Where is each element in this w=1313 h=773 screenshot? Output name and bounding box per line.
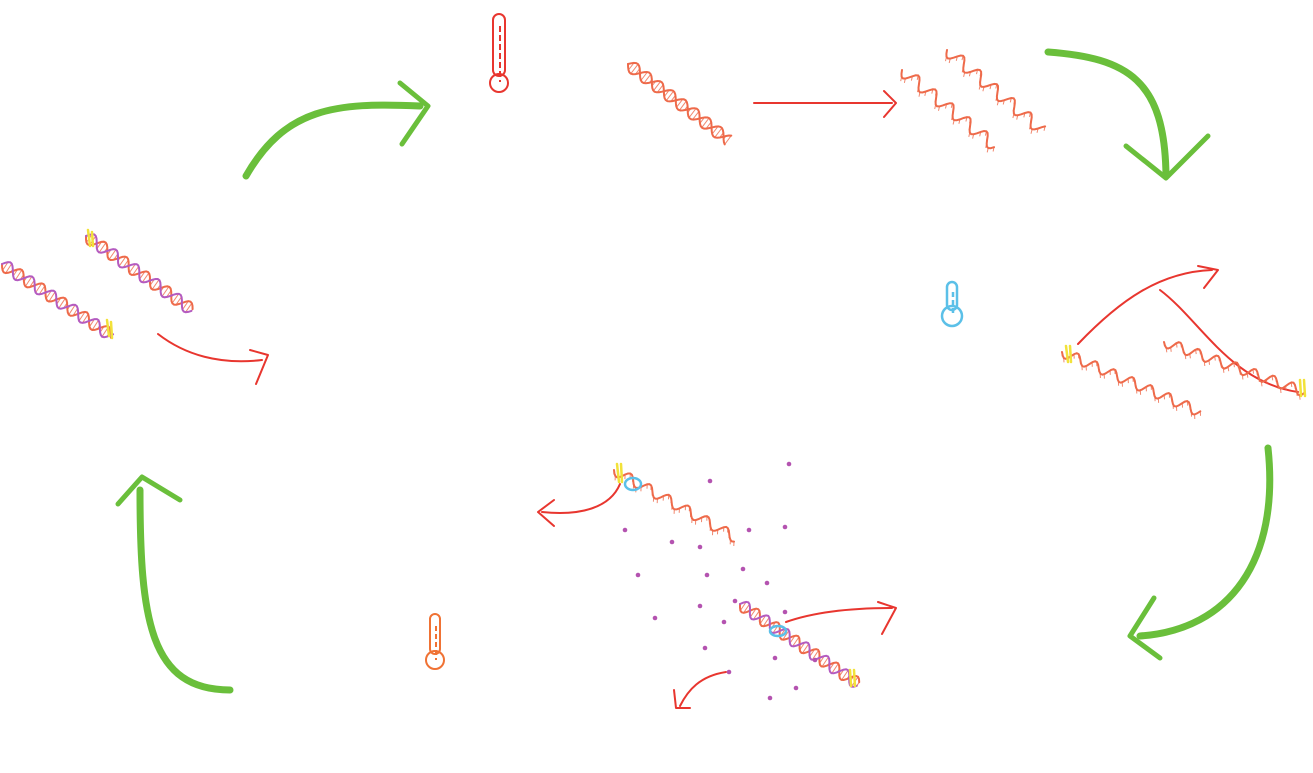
thermometer-hot-icon bbox=[489, 13, 509, 93]
step-arrow-extend-top bbox=[541, 483, 621, 514]
nucleotide-dot bbox=[669, 539, 675, 545]
cycle-arrow-bottom-right-head bbox=[1127, 595, 1163, 661]
nucleotide-dot bbox=[652, 615, 658, 621]
cycle-arrow-bottom-left-head bbox=[115, 474, 183, 507]
polymerase-top bbox=[623, 476, 643, 492]
primer-marks bbox=[86, 228, 1307, 688]
nucleotide-dot bbox=[767, 695, 773, 701]
step-arrow-denature-head bbox=[883, 90, 897, 118]
nucleotide-dot bbox=[772, 655, 778, 661]
nucleotide-dot bbox=[721, 619, 727, 625]
dna-single-strand-b bbox=[945, 49, 1047, 134]
thermometer-cold-icon bbox=[940, 280, 964, 328]
step-arrow-extend-right bbox=[785, 607, 893, 623]
cycle-arrow-bottom-right bbox=[1136, 444, 1274, 640]
nucleotide-dot bbox=[697, 603, 703, 609]
nucleotide-dot bbox=[812, 657, 818, 663]
step-arrow-primer-b bbox=[1159, 289, 1299, 393]
dna-single-strand-a bbox=[900, 69, 995, 153]
primer-mark bbox=[105, 318, 114, 340]
nucleotide-dot bbox=[726, 669, 732, 675]
cycle-arrow-bottom-left bbox=[136, 486, 234, 694]
cycle-arrow-top-right bbox=[1044, 48, 1170, 180]
cycle-arrow-top-right-head bbox=[1123, 133, 1211, 181]
nucleotide-dot bbox=[782, 609, 788, 615]
dna-extending-bottom bbox=[739, 600, 861, 688]
dna-strands bbox=[1, 49, 1306, 688]
dna-product-b bbox=[1, 261, 115, 339]
step-arrow-return bbox=[157, 333, 263, 363]
step-arrow-primer-a bbox=[1077, 269, 1213, 345]
step-arrow-primer-a-head bbox=[1197, 265, 1219, 289]
cycle-arrow-top-left-head bbox=[397, 80, 431, 147]
step-arrow-extend-down bbox=[679, 671, 727, 707]
nucleotide-dot bbox=[746, 527, 752, 533]
nucleotide-dot bbox=[732, 598, 738, 604]
cycle-arrows bbox=[115, 48, 1274, 694]
thermometer-warm-icon bbox=[425, 613, 445, 670]
nucleotide-dots bbox=[622, 461, 818, 701]
nucleotide-dot bbox=[635, 572, 641, 578]
nucleotide-dot bbox=[622, 527, 628, 533]
dna-product-a bbox=[85, 233, 194, 314]
polymerase-bottom bbox=[768, 624, 788, 638]
nucleotide-dot bbox=[764, 580, 770, 586]
step-arrows bbox=[157, 90, 1299, 709]
nucleotide-dot bbox=[782, 524, 788, 530]
nucleotide-dot bbox=[702, 645, 708, 651]
step-arrow-extend-top-head bbox=[537, 499, 555, 527]
dna-extending-top bbox=[613, 469, 735, 547]
primer-mark bbox=[615, 462, 624, 484]
step-arrow-extend-down-head bbox=[673, 689, 691, 709]
dna-annealed-a bbox=[1061, 351, 1202, 420]
primer-mark bbox=[86, 228, 95, 248]
nucleotide-dot bbox=[707, 478, 713, 484]
nucleotide-dot bbox=[697, 544, 703, 550]
polymerase-icons bbox=[623, 476, 788, 638]
step-arrow-extend-right-head bbox=[877, 601, 897, 635]
dna-annealed-b bbox=[1163, 341, 1306, 400]
nucleotide-dot bbox=[786, 461, 792, 467]
primer-mark bbox=[848, 668, 857, 688]
nucleotide-dot bbox=[704, 572, 710, 578]
nucleotide-dot bbox=[793, 685, 799, 691]
cycle-arrow-top-left bbox=[242, 101, 424, 180]
primer-mark bbox=[1298, 378, 1307, 398]
primer-mark bbox=[1064, 344, 1073, 364]
step-arrow-return-head bbox=[249, 349, 269, 385]
dna-template-double bbox=[627, 61, 733, 146]
nucleotide-dot bbox=[740, 566, 746, 572]
